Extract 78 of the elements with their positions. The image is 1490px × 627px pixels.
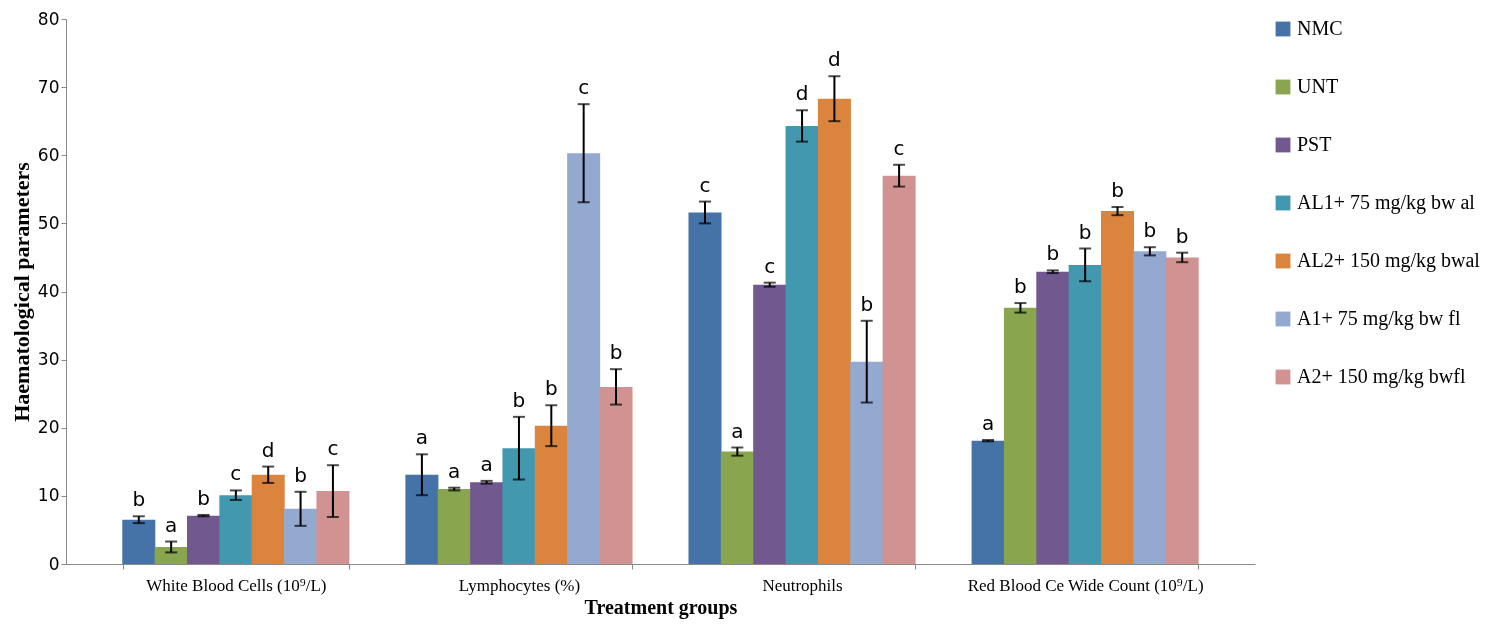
data-label: a	[981, 411, 995, 436]
legend-label: UNT	[1297, 75, 1339, 97]
bar	[882, 175, 916, 564]
data-label: c	[764, 253, 776, 278]
data-label: b	[512, 387, 526, 412]
x-axis-title: Treatment groups	[584, 595, 738, 619]
bar	[817, 98, 851, 564]
legend-label: AL2+ 150 mg/kg bwal	[1297, 249, 1481, 272]
bar	[599, 386, 633, 564]
y-tick-label: 70	[37, 76, 60, 97]
bar	[567, 153, 601, 564]
x-tick-label: Neutrophils	[762, 575, 843, 595]
bar	[1003, 307, 1037, 564]
bar	[437, 489, 471, 564]
data-label: a	[448, 458, 461, 483]
data-label: b	[609, 340, 623, 365]
bar	[154, 546, 188, 564]
data-label: a	[731, 418, 744, 443]
data-label: b	[860, 291, 874, 316]
data-label: a	[480, 451, 493, 476]
legend-label: AL1+ 75 mg/kg bw al	[1297, 191, 1476, 214]
bar	[187, 515, 220, 564]
legend-label: A1+ 75 mg/kg bw fl	[1297, 307, 1461, 330]
bar	[284, 508, 318, 564]
bar	[1068, 264, 1102, 564]
bar	[251, 474, 285, 564]
data-label: c	[578, 75, 590, 100]
data-label: b	[197, 485, 210, 510]
y-axis-title: Haematological parameters	[8, 161, 34, 422]
data-label: b	[1111, 178, 1124, 203]
bar	[316, 491, 350, 564]
y-tick-label: 30	[37, 349, 60, 370]
y-tick-label: 60	[37, 144, 60, 165]
data-label: b	[1014, 274, 1027, 299]
bar	[534, 425, 568, 564]
bar	[1165, 257, 1199, 564]
bar	[1036, 271, 1070, 564]
bar	[753, 284, 787, 564]
data-label: d	[795, 81, 809, 106]
data-label: b	[1143, 218, 1157, 243]
y-tick-label: 40	[37, 281, 60, 301]
data-label: b	[1078, 219, 1092, 244]
data-label: d	[261, 437, 275, 462]
data-label: b	[544, 376, 558, 401]
data-label: c	[893, 135, 905, 160]
data-label: a	[165, 512, 178, 537]
data-label: d	[828, 47, 841, 72]
y-tick-label: 80	[37, 8, 60, 29]
legend-label: PST	[1297, 133, 1332, 155]
x-tick-label: Red Blood Ce Wide Count (10⁹/L)	[967, 575, 1204, 595]
y-tick-label: 10	[37, 485, 60, 506]
legend-label: NMC	[1297, 17, 1343, 39]
bar	[1133, 251, 1167, 564]
data-label: b	[294, 462, 307, 487]
x-tick-label: White Blood Cells (10⁹/L)	[146, 575, 327, 595]
bar	[688, 212, 722, 564]
data-label: a	[415, 425, 429, 450]
bar	[1101, 211, 1134, 564]
y-tick-label: 20	[37, 417, 60, 438]
bar	[785, 125, 819, 564]
bar	[219, 495, 253, 564]
bar	[502, 448, 536, 564]
bar	[122, 519, 156, 564]
data-label: c	[230, 461, 242, 486]
data-label: c	[699, 172, 711, 197]
x-tick-label: Lymphocytes (%)	[458, 575, 581, 595]
data-label: c	[327, 436, 339, 461]
legend-label: A2+ 150 mg/kg bwfl	[1297, 365, 1466, 388]
y-tick-label: 0	[48, 553, 60, 574]
bar	[405, 474, 439, 564]
data-label: b	[1175, 223, 1189, 248]
data-label: b	[1046, 241, 1060, 266]
bar	[720, 451, 754, 564]
bar	[470, 482, 504, 564]
y-tick-label: 50	[37, 212, 60, 233]
data-label: b	[132, 487, 146, 512]
bar	[971, 440, 1005, 564]
bar	[850, 361, 884, 564]
